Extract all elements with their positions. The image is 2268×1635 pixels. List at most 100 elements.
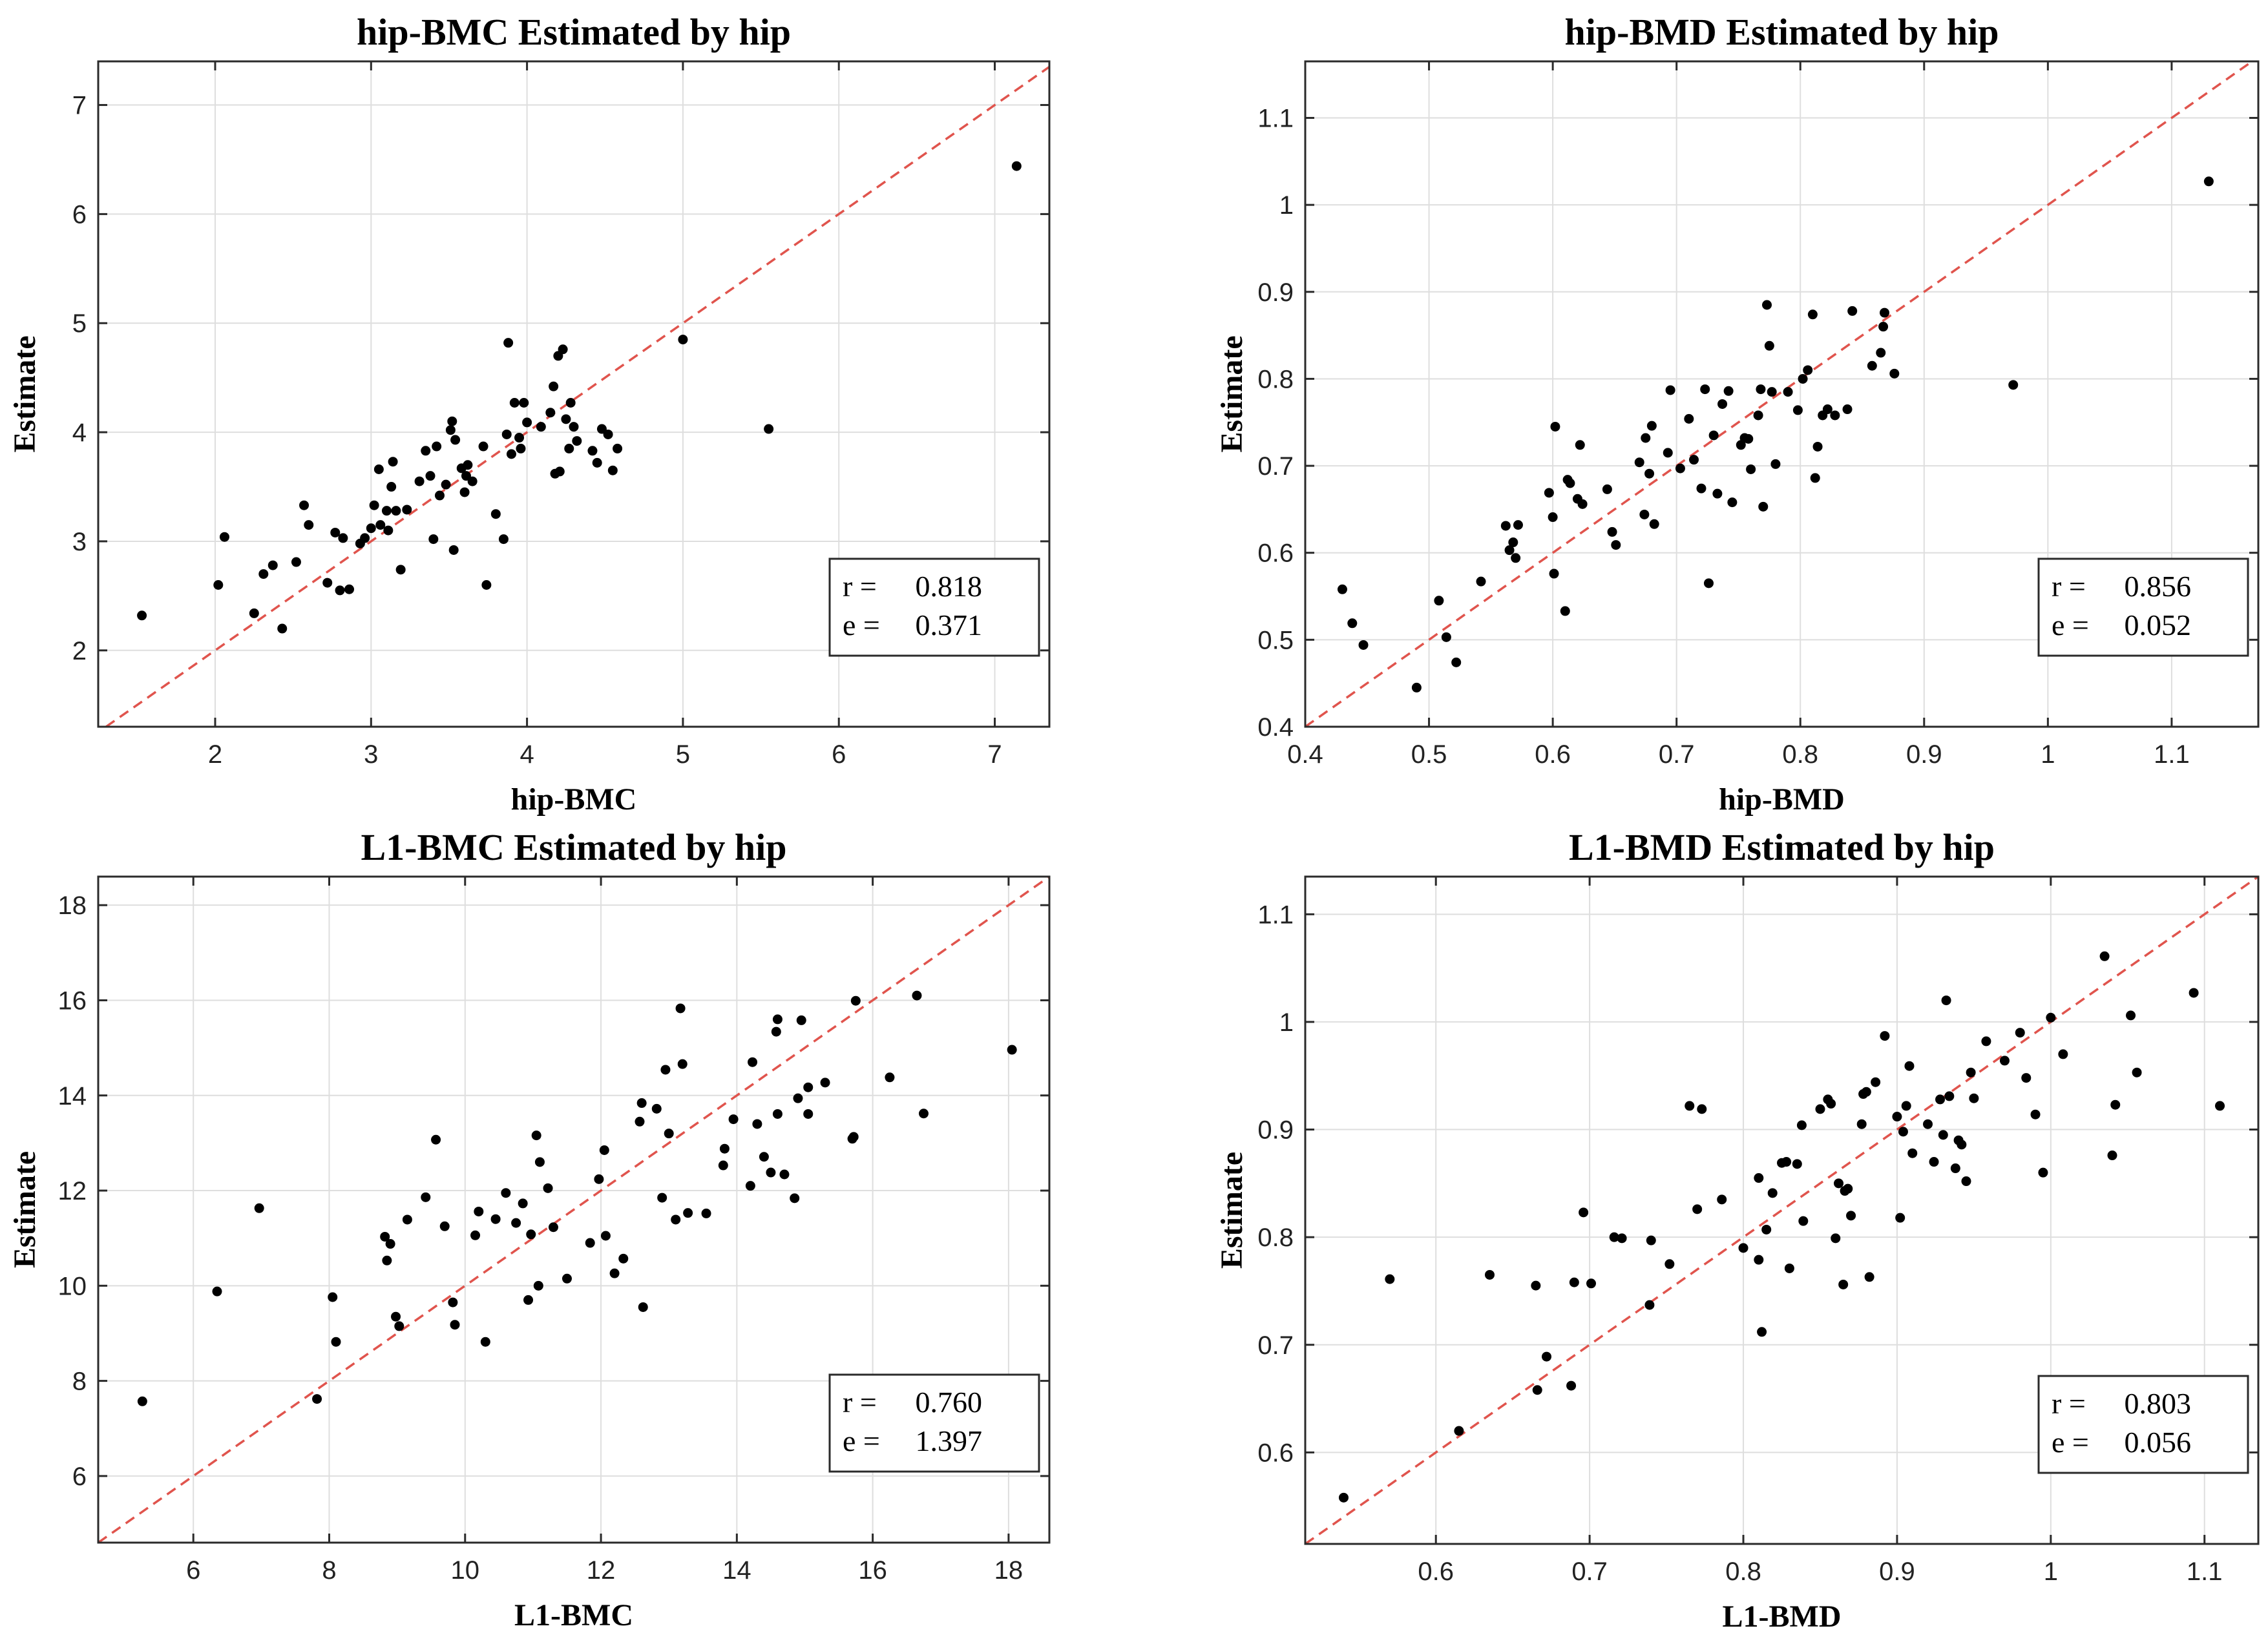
data-point [369,500,379,510]
x-axis-label: L1-BMD [1723,1599,1842,1634]
data-point [1950,1163,1960,1174]
data-point [385,1239,395,1249]
data-point [381,506,392,516]
x-tick-label: 6 [832,740,846,769]
data-point [1712,488,1723,499]
data-point [918,1109,929,1119]
data-point [718,1160,728,1171]
data-point [671,1214,681,1225]
data-point [1966,1067,1976,1078]
data-point [771,1026,781,1037]
identity-reference-line [97,875,1051,1544]
data-point [1641,433,1651,443]
data-point [1761,1224,1772,1234]
y-tick-label: 0.7 [1257,1331,1294,1360]
data-point [1826,1099,1836,1109]
data-point [1895,1213,1906,1223]
data-point [1864,1272,1874,1282]
y-tick-label: 1.1 [1257,105,1294,133]
data-point [425,471,436,481]
data-point [638,1302,648,1312]
data-point [1764,340,1774,351]
y-tick-label: 0.8 [1257,1224,1294,1252]
data-point [394,1321,404,1331]
data-point [1846,1211,1856,1221]
data-point [607,465,618,475]
data-point [1602,484,1612,494]
data-point [1508,537,1518,548]
axes-frame [97,875,1051,1544]
data-point [328,1292,338,1302]
data-point [1889,368,1900,379]
data-point [2189,988,2199,998]
data-point [803,1082,814,1092]
data-point [480,1337,490,1347]
e-value: 1.397 [916,1424,983,1457]
data-point [1579,1207,1589,1218]
data-point [554,466,565,477]
y-axis-label: Estimate [1215,335,1249,452]
data-point [885,1072,895,1083]
data-point [445,425,456,435]
data-point [594,1174,604,1184]
y-tick-label: 3 [72,528,87,556]
y-tick-label: 10 [58,1272,87,1300]
data-point [1856,1119,1867,1129]
e-label: e = [2052,1426,2089,1459]
data-point [1700,384,1710,395]
data-point [382,1255,392,1265]
chart-title: hip-BMC Estimated by hip [357,11,791,53]
data-point [1803,365,1813,375]
data-point [2058,1049,2068,1059]
data-point [565,398,576,408]
data-point [793,1093,803,1103]
data-point [388,457,398,467]
data-point [490,509,501,519]
data-point [1644,468,1655,479]
data-point [603,429,613,439]
data-point [1898,1127,1908,1137]
data-point [1767,387,1777,397]
data-point [1696,483,1706,494]
data-point [1938,1130,1948,1140]
stats-legend-box: r = 0.856 e = 0.052 [2037,557,2249,657]
data-point [848,1132,859,1142]
data-point [1746,464,1756,474]
data-point [790,1193,800,1203]
data-point [1957,1140,1967,1150]
data-point [1684,413,1694,424]
data-point [1961,1176,1971,1187]
data-point [1385,1274,1395,1284]
data-point [338,533,348,543]
data-point [421,1192,431,1202]
x-tick-label: 0.9 [1906,740,1942,769]
data-point [1838,1279,1849,1289]
data-point [2030,1109,2041,1120]
data-point [511,1218,521,1228]
data-point [523,1295,534,1305]
data-point [2107,1151,2117,1161]
data-point [213,579,224,590]
x-tick-label: 5 [676,740,690,769]
data-point [268,560,278,570]
data-point [1347,618,1358,629]
data-point [322,578,333,588]
data-point [1880,1031,1890,1041]
data-point [1783,387,1793,397]
data-point [1717,1194,1727,1205]
data-point [2015,1028,2025,1038]
y-tick-label: 1 [1279,1008,1294,1037]
y-tick-label: 5 [72,309,87,338]
data-point [701,1208,711,1218]
data-point [1411,682,1422,693]
data-point [2021,1073,2032,1083]
data-point [1644,1300,1655,1310]
stats-legend-box: r = 0.818 e = 0.371 [828,557,1040,657]
data-point [481,579,492,590]
data-point [1708,430,1719,441]
data-point [599,1145,609,1155]
data-point [1007,1045,1017,1055]
x-tick-label: 18 [994,1556,1024,1585]
data-point [380,1231,390,1242]
